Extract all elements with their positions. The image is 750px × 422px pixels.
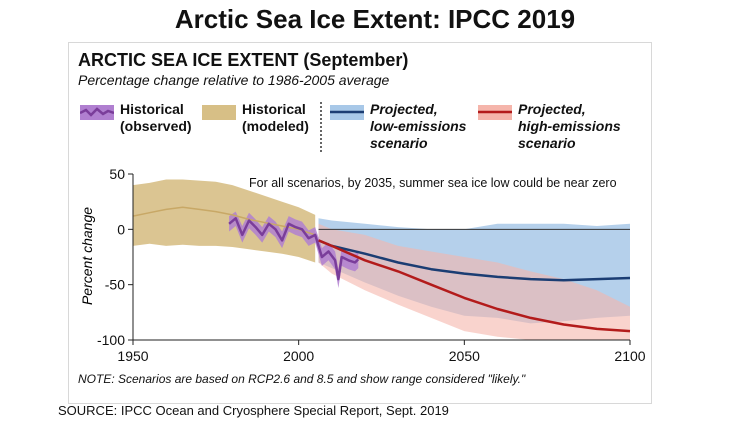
x-tick-label: 2050 — [449, 348, 480, 364]
x-tick-label: 2100 — [614, 348, 645, 364]
series-line-high — [318, 239, 631, 333]
series-line-observed — [228, 217, 360, 281]
y-axis-label: Percent change — [79, 207, 95, 305]
band-observed — [229, 211, 359, 288]
chart-annotation: For all scenarios, by 2035, summer sea i… — [249, 176, 617, 190]
legend-high-line1: Projected, — [518, 101, 586, 117]
y-tick-label: 50 — [109, 166, 125, 182]
y-tick-label: -100 — [97, 332, 125, 348]
series-line-modeled — [132, 206, 316, 236]
x-tick-label: 2000 — [283, 348, 314, 364]
chart-note: NOTE: Scenarios are based on RCP2.6 and … — [78, 372, 526, 386]
band-modeled — [133, 179, 316, 263]
legend-swatch-low — [330, 105, 364, 120]
legend-swatch-observed — [80, 105, 114, 120]
source-text: SOURCE: IPCC Ocean and Cryosphere Specia… — [58, 403, 449, 418]
legend-low-line1: Projected, — [370, 101, 438, 117]
legend-divider — [320, 102, 322, 152]
legend-observed-line2: (observed) — [120, 118, 192, 134]
y-tick-label: -50 — [105, 277, 125, 293]
band-layer — [133, 179, 630, 340]
chart-title: ARCTIC SEA ICE EXTENT (September) — [78, 50, 409, 70]
legend-low-line2: low-emissions — [370, 118, 467, 134]
legend-modeled-line1: Historical — [242, 101, 306, 117]
legend-observed-line1: Historical — [120, 101, 184, 117]
legend-low-line3: scenario — [370, 135, 428, 151]
chart-subtitle: Percentage change relative to 1986-2005 … — [78, 72, 390, 88]
x-tick-label: 1950 — [117, 348, 148, 364]
legend-swatch-modeled — [202, 105, 236, 120]
line-layer — [132, 206, 631, 333]
band-high — [318, 223, 630, 340]
legend-swatch-high — [478, 105, 512, 120]
legend-modeled-line2: (modeled) — [242, 118, 309, 134]
y-tick-label: 0 — [117, 221, 125, 237]
legend-high-line2: high-emissions — [518, 118, 621, 134]
slide-title: Arctic Sea Ice Extent: IPCC 2019 — [174, 4, 576, 34]
legend-high-line3: scenario — [518, 135, 576, 151]
series-line-low — [318, 239, 631, 282]
